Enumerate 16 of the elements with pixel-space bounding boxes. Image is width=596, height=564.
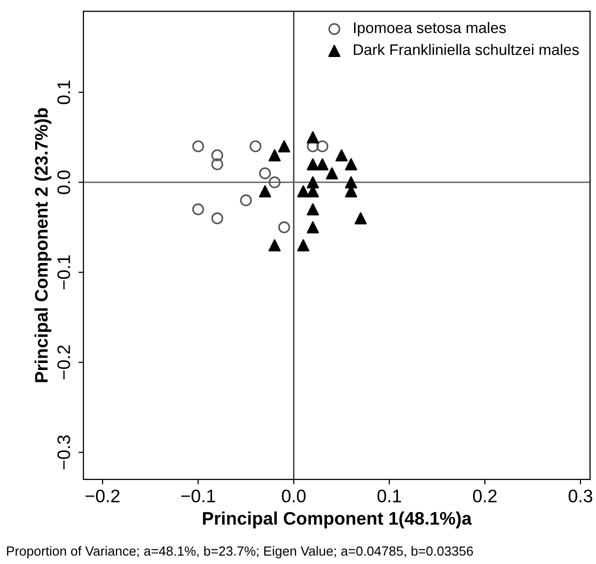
- x-tick-label: 0.0: [282, 490, 306, 502]
- y-tick-label: −0.3: [57, 435, 70, 470]
- y-tick-label: 0.0: [57, 170, 70, 194]
- x-axis-title: Principal Component 1(48.1%)a: [203, 512, 472, 528]
- x-tick-label: 0.2: [473, 490, 497, 502]
- y-tick-label: 0.1: [57, 80, 70, 104]
- y-tick-label: −0.2: [57, 345, 70, 380]
- text: Proportion of Variance; a=48.1%, b=23.7%; Eigen Value; a=0.04785, b=0.03356: [7, 546, 473, 558]
- x-tick-label: −0.1: [181, 490, 216, 502]
- x-tick-label: 0.1: [377, 490, 401, 502]
- y-tick-label: −0.1: [57, 255, 70, 290]
- y-axis-title: Principal Component 2 (23.7%)b: [34, 108, 52, 382]
- x-tick-label: 0.3: [568, 490, 592, 502]
- x-tick-label: −0.2: [86, 490, 120, 502]
- legend-label: Dark Frankliniella schultzei males: [354, 44, 579, 56]
- legend-label: Ipomoea setosa males: [354, 22, 506, 36]
